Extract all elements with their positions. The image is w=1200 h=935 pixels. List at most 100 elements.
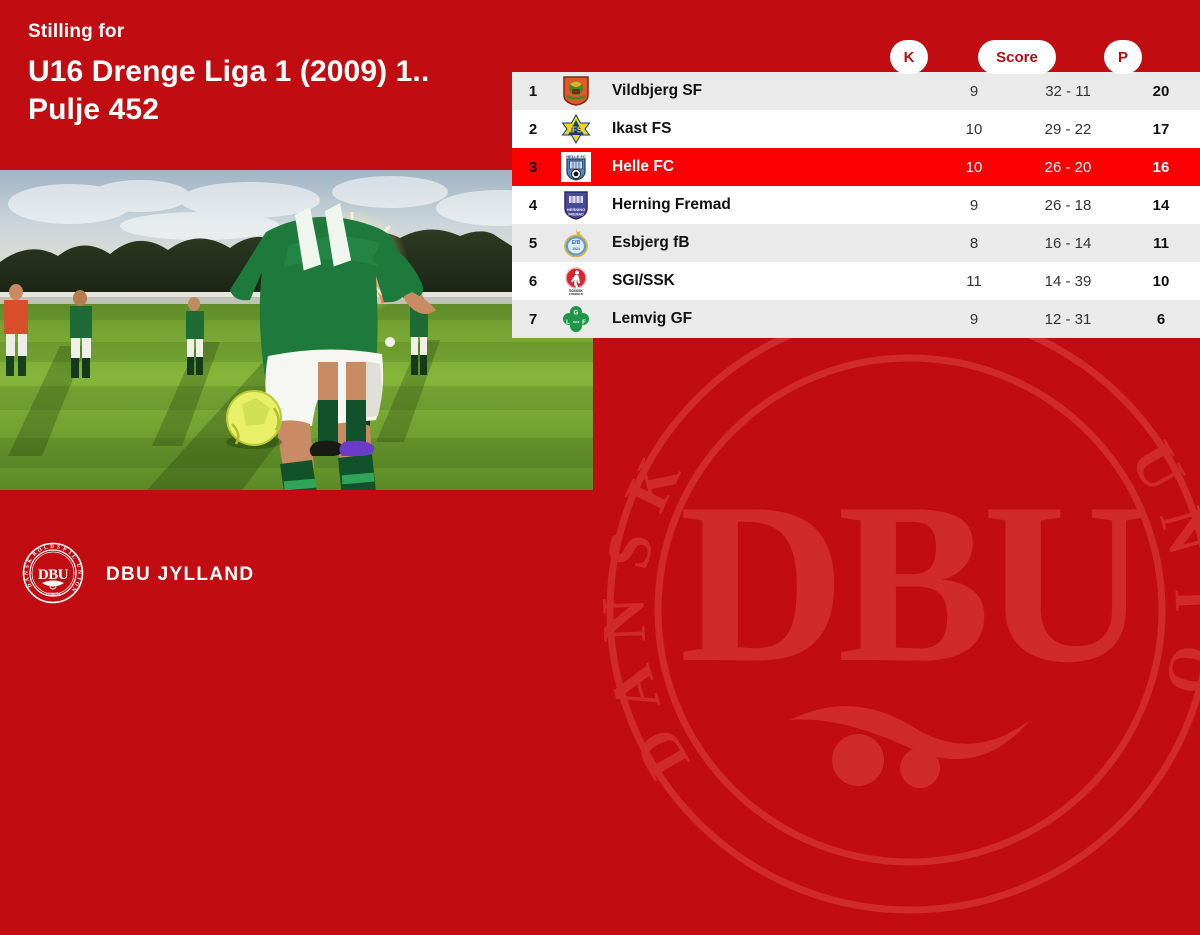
svg-text:D: D xyxy=(50,543,54,549)
column-header-score[interactable]: Score xyxy=(978,40,1056,74)
row-matches: 8 xyxy=(969,234,979,252)
row-team: Vildbjerg SF xyxy=(612,82,703,99)
column-header-matches[interactable]: K xyxy=(890,40,928,74)
standings-table: 1 Vildbjerg SF 9 32 - 11 20 2 IFS Ikast … xyxy=(512,72,1200,338)
footer-bar: D A N S K B O L D S P I L U N I O xyxy=(0,520,1200,630)
svg-text:S: S xyxy=(56,544,60,550)
svg-text:N: N xyxy=(24,570,30,574)
row-rank: 5 xyxy=(528,234,538,252)
vildbjerg-sf-crest-icon xyxy=(554,76,598,106)
row-matches: 10 xyxy=(965,120,983,138)
row-rank: 1 xyxy=(528,82,538,100)
table-row[interactable]: 5 EfB 1924 Esbjerg fB 8 16 - 14 11 xyxy=(512,224,1200,262)
svg-text:DBU: DBU xyxy=(38,567,69,583)
svg-text:S: S xyxy=(25,564,32,568)
footer-label: DBU JYLLAND xyxy=(106,564,255,585)
header-block: Stilling for U16 Drenge Liga 1 (2009) 1.… xyxy=(28,20,508,129)
header-kicker: Stilling for xyxy=(28,21,125,42)
svg-text:·1889·: ·1889· xyxy=(46,592,61,598)
row-team: Ikast FS xyxy=(612,120,672,137)
row-score: 26 - 18 xyxy=(1044,196,1092,214)
row-team: Helle FC xyxy=(612,158,675,175)
table-row-highlighted[interactable]: 3 HELLE FC Helle FC 10 26 - 20 16 xyxy=(512,148,1200,186)
row-score: 29 - 22 xyxy=(1044,120,1092,138)
svg-text:U: U xyxy=(1117,431,1198,504)
svg-text:FODBOLD: FODBOLD xyxy=(569,292,583,296)
row-points: 6 xyxy=(1156,310,1166,328)
row-points: 20 xyxy=(1152,82,1170,100)
row-rank: 7 xyxy=(528,310,538,328)
svg-text:A: A xyxy=(24,576,31,581)
svg-text:EfB: EfB xyxy=(572,240,581,246)
table-row[interactable]: 6 SGI/SSK FODBOLD SGI/SSK 11 14 - 39 10 xyxy=(512,262,1200,300)
page-title-line-1: U16 Drenge Liga 1 (2009) 1.. xyxy=(28,54,430,88)
row-matches: 9 xyxy=(969,310,979,328)
row-team: SGI/SSK xyxy=(612,272,675,289)
svg-text:IFS: IFS xyxy=(570,126,583,135)
svg-text:O: O xyxy=(1151,639,1200,700)
svg-text:N: N xyxy=(70,585,77,592)
row-score: 12 - 31 xyxy=(1044,310,1092,328)
svg-text:A: A xyxy=(596,658,674,720)
lemvig-gf-crest-icon: G L F 1919 xyxy=(554,305,598,333)
row-rank: 2 xyxy=(528,120,538,138)
svg-text:O: O xyxy=(37,546,44,553)
svg-text:L: L xyxy=(70,553,77,560)
svg-text:SGI/SSK: SGI/SSK xyxy=(569,289,583,293)
table-row[interactable]: 4 HERNING FREMAD Herning Fremad 9 26 - 1… xyxy=(512,186,1200,224)
row-points: 16 xyxy=(1152,158,1170,176)
row-rank: 4 xyxy=(528,196,538,214)
hero-photo xyxy=(0,170,593,490)
row-team: Lemvig GF xyxy=(612,310,693,327)
sgi-ssk-crest-icon: SGI/SSK FODBOLD xyxy=(554,266,598,296)
row-matches: 9 xyxy=(969,196,979,214)
svg-text:1919: 1919 xyxy=(573,320,580,324)
table-row[interactable]: 7 G L F 1919 Lemvig GF 9 12 - 31 xyxy=(512,300,1200,338)
herning-fremad-crest-icon: HERNING FREMAD xyxy=(554,190,598,220)
row-rank: 6 xyxy=(528,272,538,290)
row-points: 10 xyxy=(1152,272,1170,290)
svg-text:P: P xyxy=(62,546,68,553)
svg-text:N: N xyxy=(76,570,82,574)
helle-fc-crest-icon: HELLE FC xyxy=(554,152,598,182)
row-score: 26 - 20 xyxy=(1044,158,1092,176)
svg-text:D: D xyxy=(622,717,703,790)
column-headers: K Score P xyxy=(512,40,1200,74)
svg-text:1924: 1924 xyxy=(572,247,580,251)
row-matches: 9 xyxy=(969,82,979,100)
row-rank: 3 xyxy=(528,158,538,176)
svg-text:U: U xyxy=(75,563,82,568)
column-header-points[interactable]: P xyxy=(1104,40,1142,74)
svg-text:I: I xyxy=(67,550,72,556)
svg-text:B: B xyxy=(32,550,39,557)
row-score: 14 - 39 xyxy=(1044,272,1092,290)
svg-text:O: O xyxy=(73,580,80,586)
page-title: U16 Drenge Liga 1 (2009) 1.. Pulje 452 xyxy=(28,53,508,130)
row-points: 14 xyxy=(1152,196,1170,214)
svg-text:K: K xyxy=(612,448,694,521)
svg-text:G: G xyxy=(574,311,579,317)
svg-text:L: L xyxy=(566,320,570,326)
svg-text:HELLE FC: HELLE FC xyxy=(566,154,586,159)
dbu-seal-logo: D A N S K B O L D S P I L U N I O xyxy=(22,542,84,609)
svg-text:D: D xyxy=(26,581,33,587)
row-team: Herning Fremad xyxy=(612,196,731,213)
row-team: Esbjerg fB xyxy=(612,234,690,251)
table-row[interactable]: 2 IFS Ikast FS 10 29 - 22 17 xyxy=(512,110,1200,148)
svg-text:L: L xyxy=(43,544,48,551)
svg-text:I: I xyxy=(75,576,81,579)
table-row[interactable]: 1 Vildbjerg SF 9 32 - 11 20 xyxy=(512,72,1200,110)
ikast-fs-crest-icon: IFS xyxy=(554,114,598,144)
row-points: 17 xyxy=(1152,120,1170,138)
esbjerg-fb-crest-icon: EfB 1924 xyxy=(554,228,598,258)
svg-text:F: F xyxy=(582,320,586,326)
row-matches: 11 xyxy=(966,272,982,290)
svg-text:K: K xyxy=(26,556,34,563)
svg-text:HERNING: HERNING xyxy=(567,207,585,212)
row-matches: 10 xyxy=(965,158,983,176)
page-title-line-2: Pulje 452 xyxy=(28,93,159,127)
row-score: 16 - 14 xyxy=(1044,234,1092,252)
svg-text:FREMAD: FREMAD xyxy=(568,213,584,217)
row-points: 11 xyxy=(1153,234,1169,252)
row-score: 32 - 11 xyxy=(1045,82,1091,100)
